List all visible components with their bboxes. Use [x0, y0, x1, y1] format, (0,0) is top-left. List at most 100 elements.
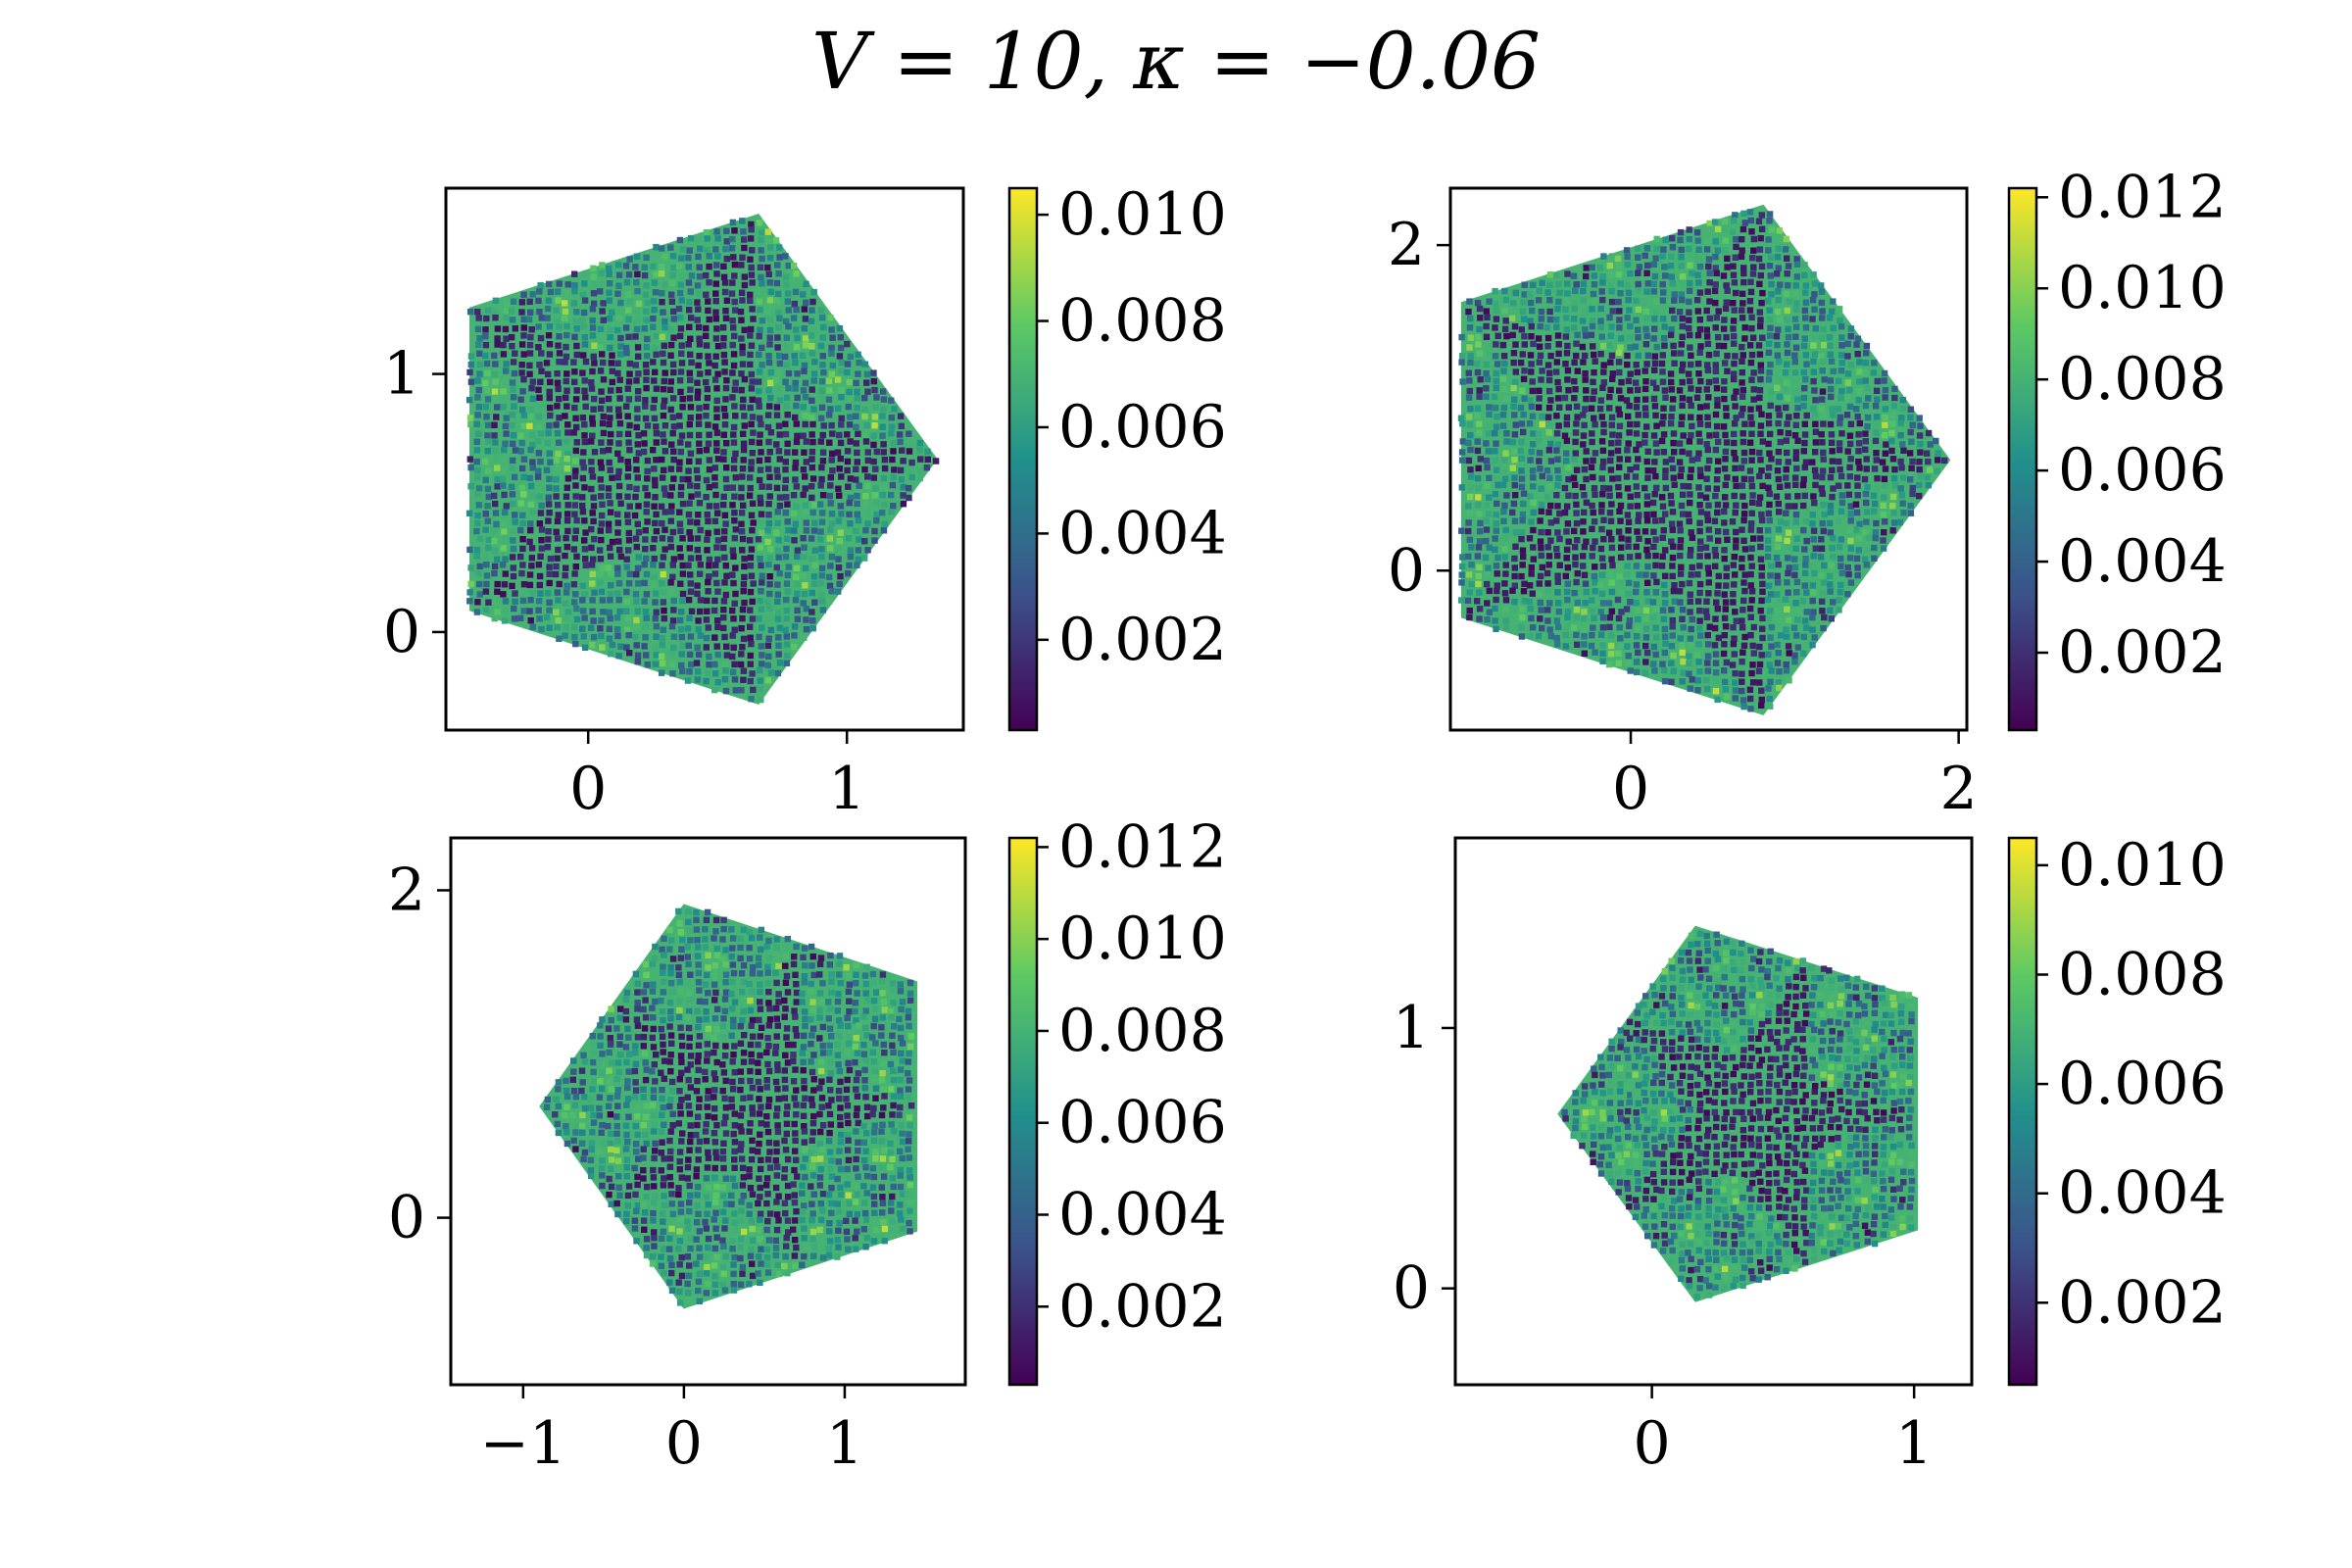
- site-point: [738, 370, 745, 377]
- site-point: [1485, 448, 1492, 455]
- site-point: [688, 608, 696, 614]
- site-point: [1731, 581, 1738, 588]
- site-point: [764, 1060, 771, 1068]
- site-point: [606, 297, 612, 304]
- site-point: [1791, 658, 1798, 665]
- site-point: [609, 641, 616, 649]
- site-point: [1775, 238, 1782, 245]
- site-point: [553, 563, 560, 570]
- site-point: [615, 315, 622, 321]
- site-point: [1671, 582, 1678, 589]
- site-point: [853, 1017, 859, 1024]
- site-point: [1721, 614, 1729, 621]
- site-point: [1565, 464, 1572, 471]
- site-point: [661, 614, 667, 622]
- site-point: [861, 466, 868, 473]
- site-point: [1820, 449, 1827, 456]
- site-point: [1539, 564, 1545, 571]
- site-point: [501, 509, 509, 516]
- site-point: [1739, 344, 1745, 351]
- site-point: [581, 297, 589, 304]
- site-point: [1608, 556, 1615, 563]
- site-point: [1693, 229, 1701, 236]
- site-point: [1783, 404, 1789, 412]
- site-point: [1518, 535, 1525, 543]
- site-point: [668, 291, 675, 298]
- site-point: [473, 527, 480, 535]
- site-point: [652, 344, 659, 352]
- site-point: [712, 1042, 719, 1050]
- site-point: [651, 573, 658, 580]
- colorbar-tick-label: 0.002: [2058, 618, 2227, 687]
- site-point: [653, 243, 660, 251]
- site-point: [1679, 678, 1686, 685]
- site-point: [1553, 359, 1560, 366]
- site-point: [765, 359, 773, 367]
- site-point: [703, 644, 710, 651]
- site-point: [500, 545, 507, 552]
- site-point: [1907, 414, 1914, 421]
- site-point: [1855, 547, 1863, 554]
- site-point: [640, 1034, 648, 1041]
- site-point: [793, 270, 800, 277]
- site-point: [1652, 552, 1659, 560]
- site-point: [1484, 464, 1491, 471]
- site-point: [714, 253, 721, 260]
- site-point: [722, 520, 729, 527]
- site-point: [794, 590, 801, 597]
- site-point: [739, 350, 746, 357]
- site-point: [518, 569, 525, 577]
- site-point: [1634, 607, 1641, 613]
- site-point: [1473, 361, 1481, 368]
- site-point: [1653, 235, 1660, 243]
- site-point: [1916, 432, 1924, 439]
- site-point: [906, 990, 914, 997]
- site-point: [775, 537, 782, 544]
- site-point: [661, 466, 667, 473]
- site-point: [748, 1022, 755, 1029]
- site-point: [890, 440, 897, 447]
- site-point: [1784, 395, 1791, 402]
- site-point: [1809, 459, 1816, 466]
- site-point: [1818, 288, 1826, 295]
- site-point: [503, 300, 510, 307]
- site-point: [554, 379, 562, 386]
- site-point: [739, 1017, 746, 1024]
- site-point: [731, 403, 738, 410]
- site-point: [1599, 273, 1606, 280]
- site-point: [1521, 341, 1528, 348]
- site-point: [808, 589, 815, 597]
- site-point: [784, 936, 791, 943]
- site-point: [1627, 503, 1634, 510]
- site-point: [748, 1058, 756, 1065]
- site-point: [661, 485, 668, 492]
- site-point: [767, 669, 775, 676]
- site-point: [571, 535, 578, 542]
- site-point: [644, 422, 652, 429]
- site-point: [879, 423, 886, 430]
- site-point: [1633, 483, 1640, 490]
- site-point: [1711, 546, 1719, 554]
- site-point: [597, 579, 604, 586]
- site-point: [1486, 411, 1493, 418]
- site-point: [555, 439, 563, 446]
- site-point: [1512, 543, 1519, 550]
- site-point: [643, 614, 650, 621]
- site-point: [1881, 475, 1888, 482]
- site-point: [1662, 236, 1669, 243]
- site-point: [694, 474, 702, 482]
- site-point: [556, 635, 563, 642]
- site-point: [1624, 643, 1631, 650]
- site-point: [1756, 246, 1764, 253]
- site-point: [491, 421, 498, 428]
- site-point: [697, 370, 704, 377]
- site-point: [1608, 579, 1615, 586]
- site-point: [1652, 517, 1659, 524]
- site-point: [651, 396, 658, 404]
- site-point: [747, 677, 754, 685]
- site-point: [475, 485, 483, 492]
- site-point: [1608, 440, 1615, 447]
- site-point: [1592, 579, 1598, 586]
- site-point: [1775, 419, 1782, 427]
- site-point: [640, 430, 648, 437]
